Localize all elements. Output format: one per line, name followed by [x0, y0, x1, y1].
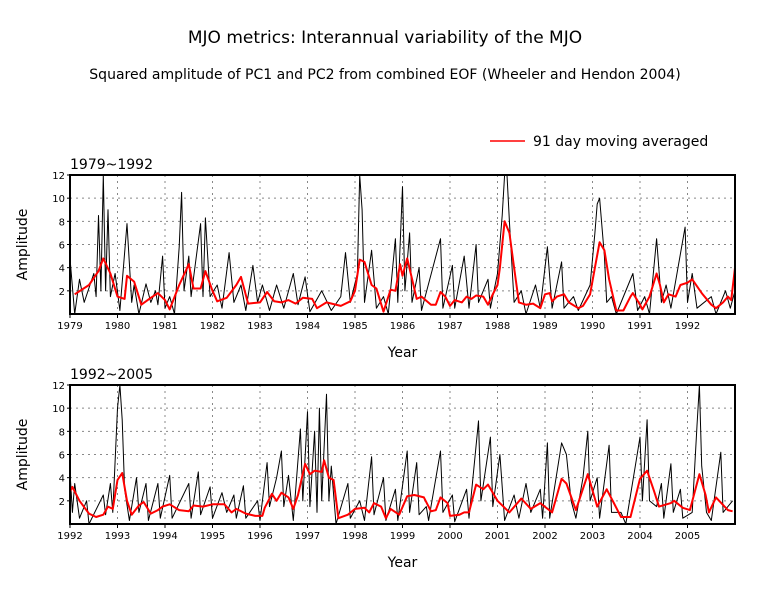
x-tick-label: 1984 — [295, 321, 320, 332]
x-tick-label: 1995 — [200, 531, 225, 542]
y-tick-label: 4 — [59, 474, 65, 485]
y-axis-label: Amplitude — [15, 209, 31, 281]
y-tick-label: 10 — [52, 404, 65, 415]
x-tick-label: 1981 — [152, 321, 177, 332]
x-tick-label: 1993 — [105, 531, 130, 542]
panel-1979-1992: 1979 1980 1981 1982 1983 1984 1985 1986 1987 1988… — [15, 157, 736, 361]
x-tick-label: 1985 — [342, 321, 367, 332]
x-axis-label: Year — [387, 345, 418, 361]
x-tick-label: 1998 — [342, 531, 367, 542]
x-axis-label: Year — [387, 555, 418, 571]
amplitude-series-line — [69, 384, 733, 525]
x-tick-label: 2001 — [485, 531, 510, 542]
y-tick-label: 2 — [59, 497, 65, 508]
y-tick-label: 6 — [59, 241, 65, 252]
x-tick-label: 1997 — [295, 531, 320, 542]
x-tick-label: 1999 — [390, 531, 415, 542]
y-tick-label: 2 — [59, 287, 65, 298]
panel-title: 1979~1992 — [70, 157, 153, 173]
legend: 91 day moving averaged — [490, 134, 708, 150]
y-tick-label: 12 — [52, 171, 65, 182]
x-tick-label: 1979 — [57, 321, 82, 332]
panel-1992-2005: 1992 1993 1994 1995 1996 1997 1998 1999 2000 2001… — [15, 367, 736, 571]
x-tick-label: 1987 — [437, 321, 462, 332]
moving-average-series-line — [69, 459, 733, 520]
x-tick-label: 2000 — [437, 531, 462, 542]
x-tick-label: 1986 — [390, 321, 415, 332]
plot-frame — [69, 384, 736, 525]
y-tick-label: 10 — [52, 194, 65, 205]
y-tick-label: 6 — [59, 451, 65, 462]
x-tick-label: 2003 — [580, 531, 605, 542]
x-tick-label: 2002 — [532, 531, 557, 542]
x-tick-label: 1992 — [57, 531, 82, 542]
x-tick-label: 2004 — [627, 531, 652, 542]
x-tick-label: 1990 — [580, 321, 605, 332]
x-tick-label: 1991 — [627, 321, 652, 332]
y-tick-label: 8 — [59, 217, 65, 228]
x-tick-label: 1994 — [152, 531, 177, 542]
x-tick-label: 1988 — [485, 321, 510, 332]
moving-average-series-line — [74, 220, 736, 313]
legend-label: 91 day moving averaged — [533, 134, 708, 150]
chart-title: MJO metrics: Interannual variability of … — [188, 28, 582, 48]
x-tick-label: 1980 — [105, 321, 130, 332]
x-tick-label: 1996 — [247, 531, 272, 542]
x-tick-label: 1983 — [247, 321, 272, 332]
x-tick-label: 1992 — [675, 321, 700, 332]
y-tick-label: 4 — [59, 264, 65, 275]
x-tick-label: 1982 — [200, 321, 225, 332]
amplitude-series-line — [69, 174, 736, 315]
plot-frame — [69, 174, 736, 315]
x-tick-label: 1989 — [532, 321, 557, 332]
panel-title: 1992~2005 — [70, 367, 153, 383]
y-tick-label: 8 — [59, 427, 65, 438]
x-tick-label: 2005 — [675, 531, 700, 542]
chart-subtitle: Squared amplitude of PC1 and PC2 from co… — [89, 67, 680, 83]
y-tick-label: 12 — [52, 381, 65, 392]
y-axis-label: Amplitude — [15, 419, 31, 491]
